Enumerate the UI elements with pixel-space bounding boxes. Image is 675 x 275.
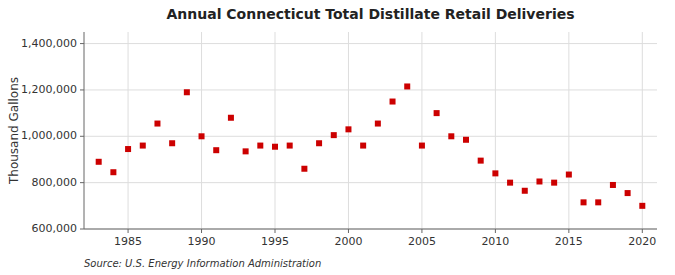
- point: [360, 143, 366, 149]
- point: [404, 83, 410, 89]
- grid-line-x: [421, 32, 422, 229]
- grid-line-x: [128, 32, 129, 229]
- point: [140, 143, 146, 149]
- point: [272, 144, 278, 150]
- point: [639, 203, 645, 209]
- point: [522, 188, 528, 194]
- axes: 600,000 800,000 1,000,000 1,200,000 1,400,00…: [21, 32, 657, 248]
- point: [581, 199, 587, 205]
- grid-line-y: [84, 43, 657, 44]
- point: [199, 133, 205, 139]
- point: [243, 148, 249, 154]
- tick-label-x: 1990: [188, 235, 216, 248]
- point: [478, 158, 484, 164]
- grid-line-y: [84, 229, 657, 230]
- point: [345, 126, 351, 132]
- tick-label-y: 600,000: [32, 222, 78, 235]
- grid-line-y: [84, 89, 657, 90]
- tick-label-x: 2005: [408, 235, 436, 248]
- point: [184, 89, 190, 95]
- tick-y: [80, 182, 84, 183]
- point: [551, 180, 557, 186]
- tick-label-x: 2020: [628, 235, 656, 248]
- tick-y: [80, 43, 84, 44]
- tick-label-x: 1995: [261, 235, 289, 248]
- tick-x: [201, 229, 202, 233]
- point: [390, 99, 396, 105]
- point: [213, 147, 219, 153]
- tick-y: [80, 89, 84, 90]
- point: [566, 172, 572, 178]
- point: [492, 170, 498, 176]
- point: [169, 140, 175, 146]
- point: [228, 115, 234, 121]
- axis-line-y: [84, 32, 85, 229]
- tick-x: [495, 229, 496, 233]
- annotation: Source: U.S. Energy Information Administ…: [84, 258, 321, 269]
- point: [316, 140, 322, 146]
- tick-y: [80, 229, 84, 230]
- tick-x: [568, 229, 569, 233]
- point: [110, 169, 116, 175]
- point: [154, 121, 160, 127]
- point: [331, 132, 337, 138]
- tick-x: [348, 229, 349, 233]
- point: [257, 143, 263, 149]
- grid-line-x: [568, 32, 569, 229]
- point: [419, 143, 425, 149]
- tick-x: [275, 229, 276, 233]
- y-axis-label: Thousand Gallons: [7, 77, 21, 185]
- grid-line-x: [201, 32, 202, 229]
- tick-label-x: 2015: [555, 235, 583, 248]
- tick-x: [421, 229, 422, 233]
- grid-line-x: [275, 32, 276, 229]
- points: [96, 83, 646, 208]
- tick-label-x: 2010: [481, 235, 509, 248]
- point: [610, 182, 616, 188]
- point: [625, 190, 631, 196]
- point: [287, 143, 293, 149]
- tick-label-y: 800,000: [32, 176, 78, 189]
- point: [595, 199, 601, 205]
- tick-label-y: 1,000,000: [21, 129, 77, 142]
- grid-line-x: [495, 32, 496, 229]
- tick-label-x: 1985: [114, 235, 142, 248]
- point: [536, 178, 542, 184]
- tick-label-y: 1,200,000: [21, 83, 77, 96]
- tick-label-x: 2000: [334, 235, 362, 248]
- axis-line-x: [84, 229, 657, 230]
- grid-line-y: [84, 136, 657, 137]
- grid-line-x: [642, 32, 643, 229]
- tick-y: [80, 136, 84, 137]
- point: [434, 110, 440, 116]
- point: [375, 121, 381, 127]
- point: [301, 166, 307, 172]
- tick-x: [642, 229, 643, 233]
- grid: [84, 32, 657, 229]
- point: [463, 137, 469, 143]
- tick-label-y: 1,400,000: [21, 37, 77, 50]
- chart: 600,000 800,000 1,000,000 1,200,000 1,400,00…: [0, 0, 675, 275]
- point: [507, 180, 513, 186]
- point: [96, 159, 102, 165]
- point: [448, 133, 454, 139]
- point: [125, 146, 131, 152]
- grid-line-y: [84, 182, 657, 183]
- tick-x: [128, 229, 129, 233]
- title: Annual Connecticut Total Distillate Reta…: [166, 6, 574, 22]
